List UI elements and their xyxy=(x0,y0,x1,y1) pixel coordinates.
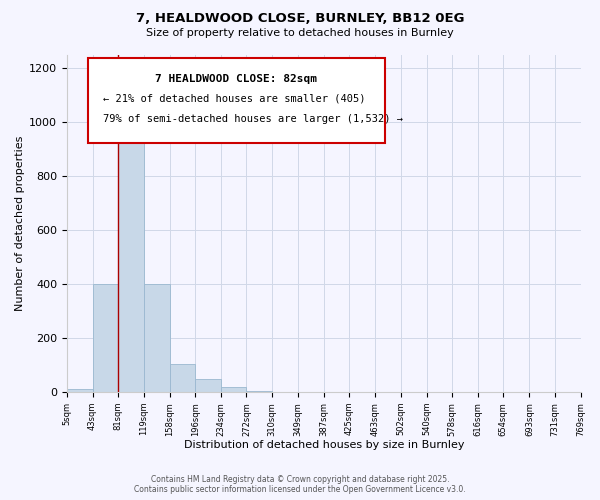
Y-axis label: Number of detached properties: Number of detached properties xyxy=(15,136,25,311)
X-axis label: Distribution of detached houses by size in Burnley: Distribution of detached houses by size … xyxy=(184,440,464,450)
Text: ← 21% of detached houses are smaller (405): ← 21% of detached houses are smaller (40… xyxy=(103,94,365,104)
Text: Contains HM Land Registry data © Crown copyright and database right 2025.
Contai: Contains HM Land Registry data © Crown c… xyxy=(134,474,466,494)
Bar xyxy=(92,284,118,392)
Text: 7 HEALDWOOD CLOSE: 82sqm: 7 HEALDWOOD CLOSE: 82sqm xyxy=(155,74,317,84)
Bar xyxy=(247,391,272,392)
Bar xyxy=(221,388,247,392)
Bar xyxy=(196,378,221,392)
Text: 79% of semi-detached houses are larger (1,532) →: 79% of semi-detached houses are larger (… xyxy=(103,114,403,124)
Bar xyxy=(143,284,170,392)
Bar xyxy=(67,390,92,392)
Text: Size of property relative to detached houses in Burnley: Size of property relative to detached ho… xyxy=(146,28,454,38)
Bar xyxy=(170,364,196,392)
Text: 7, HEALDWOOD CLOSE, BURNLEY, BB12 0EG: 7, HEALDWOOD CLOSE, BURNLEY, BB12 0EG xyxy=(136,12,464,26)
Bar xyxy=(118,133,143,392)
FancyBboxPatch shape xyxy=(88,58,385,142)
